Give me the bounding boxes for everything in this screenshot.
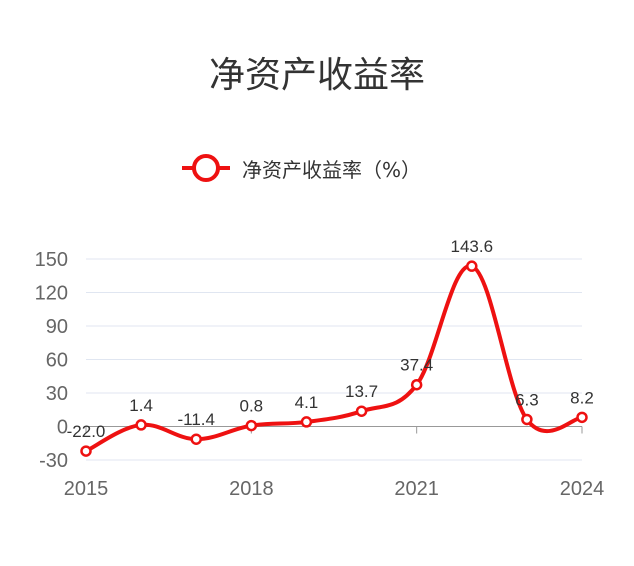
x-tick-label: 2018 (229, 478, 274, 500)
y-axis-tick-labels: -30 0 30 60 90 120 150 (35, 249, 68, 472)
data-label: 143.6 (451, 237, 494, 256)
data-label: 4.1 (295, 393, 319, 412)
data-label: -22.0 (67, 422, 106, 441)
legend-marker-icon (182, 154, 230, 182)
data-label: 0.8 (240, 397, 264, 416)
y-tick-label: 60 (46, 350, 68, 372)
data-point[interactable] (245, 419, 258, 432)
data-point[interactable] (300, 416, 313, 428)
y-tick-label: 90 (46, 316, 68, 338)
x-tick-label: 2024 (560, 478, 605, 500)
data-point[interactable] (521, 413, 533, 426)
chart-title: 净资产收益率 (208, 55, 425, 96)
data-label: 37.4 (400, 356, 433, 375)
data-label: 1.4 (129, 396, 153, 415)
data-points (80, 260, 588, 457)
data-label: 13.7 (345, 382, 378, 401)
data-label: 6.3 (515, 390, 539, 409)
y-tick-label: 120 (35, 283, 68, 305)
data-point[interactable] (576, 411, 588, 424)
legend[interactable]: 净资产收益率（%） (180, 150, 421, 186)
data-label: 8.2 (570, 388, 594, 407)
y-tick-label: 150 (35, 249, 68, 271)
data-labels: -22.0 1.4 -11.4 0.8 4.1 13.7 37.4 143.6 6.3 8.2 (67, 237, 594, 441)
data-point[interactable] (410, 378, 423, 391)
y-tick-label: -30 (39, 450, 68, 472)
data-point[interactable] (466, 260, 478, 272)
x-axis-tick-labels: 2015 2018 2021 2024 (64, 478, 605, 500)
y-tick-label: 0 (57, 417, 68, 439)
grid-lines (86, 258, 582, 461)
x-tick-label: 2021 (394, 478, 439, 500)
data-point[interactable] (135, 419, 147, 431)
data-point[interactable] (80, 445, 92, 457)
data-label: -11.4 (177, 410, 215, 429)
y-tick-label: 30 (46, 383, 68, 405)
legend-label: 净资产收益率（%） (242, 157, 422, 182)
data-point[interactable] (355, 405, 368, 417)
data-point[interactable] (190, 433, 202, 445)
series-line (85, 264, 583, 453)
x-tick-label: 2015 (64, 478, 109, 500)
